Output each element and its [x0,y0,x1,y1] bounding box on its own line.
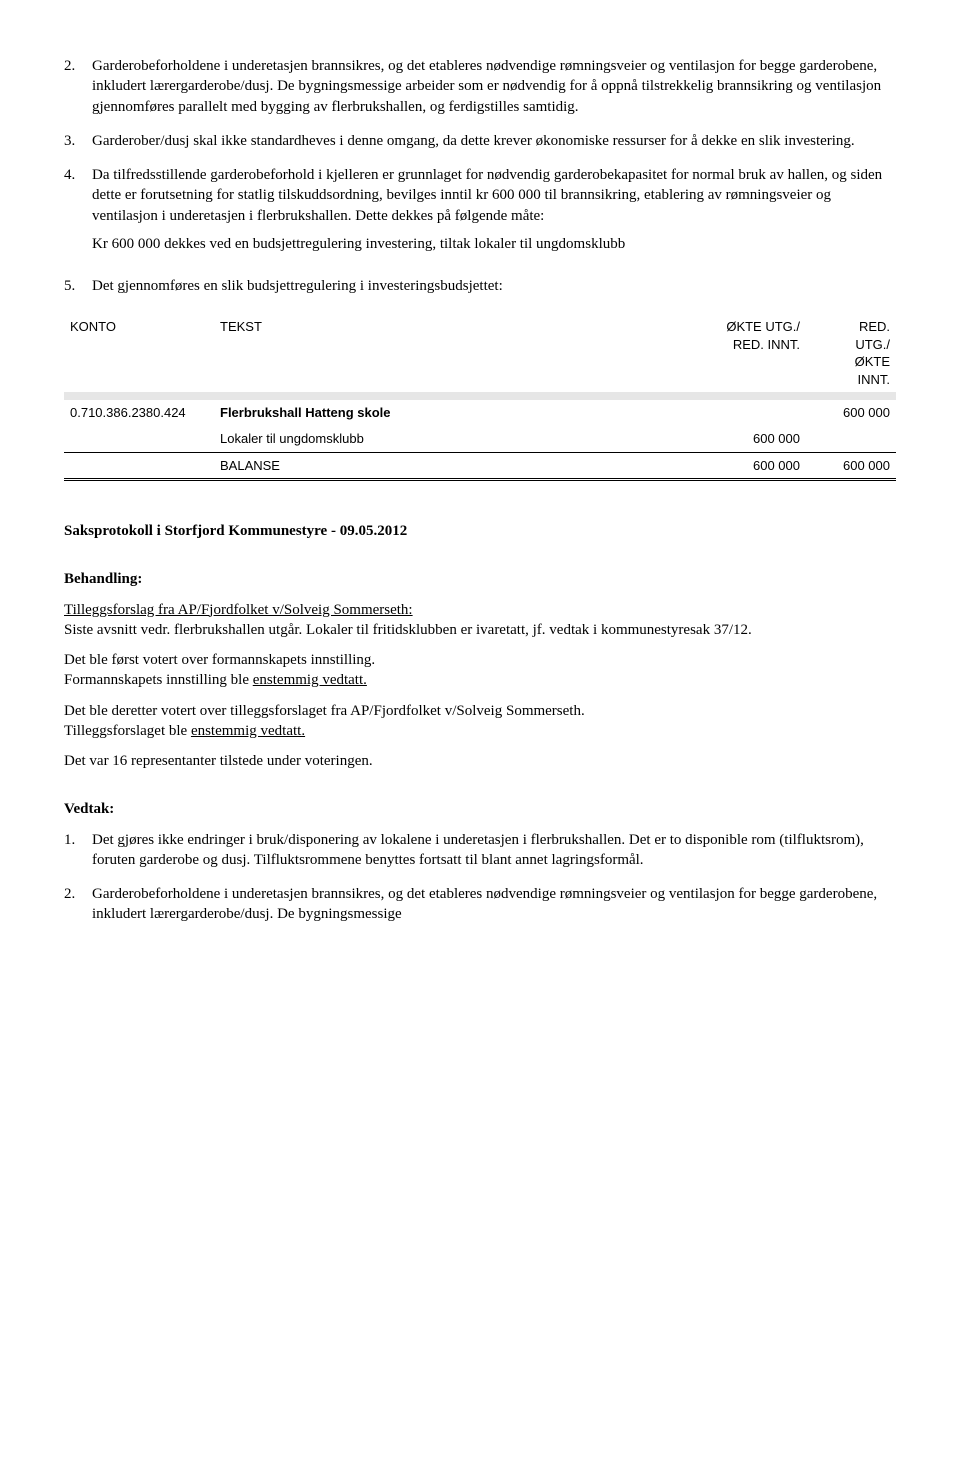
behandling-p2a: Det ble først votert over formannskapets… [64,652,375,668]
cell-konto: 0.710.386.2380.424 [64,400,214,426]
col-red-header: RED. UTG./ ØKTE INNT. [806,314,896,392]
table-spacer-row [64,392,896,400]
cell-c4: 600 000 [806,452,896,480]
col-tekst-header: TEKST [214,314,696,392]
behandling-p3b-pre: Tilleggsforslaget ble [64,723,191,739]
item-text: Garderobeforholdene i underetasjen brann… [92,884,896,925]
item-number: 4. [64,165,92,254]
cell-c4 [806,426,896,452]
behandling-p1-underline: Tilleggsforslag fra AP/Fjordfolket v/Sol… [64,602,413,618]
item-extra: Kr 600 000 dekkes ved en budsjettreguler… [92,234,896,254]
cell-konto [64,452,214,480]
vedtak-heading: Vedtak: [64,799,896,819]
col-konto-header: KONTO [64,314,214,392]
behandling-p1: Tilleggsforslag fra AP/Fjordfolket v/Sol… [64,600,896,641]
item-number: 3. [64,131,92,151]
item-number: 5. [64,276,92,296]
item-text: Det gjennomføres en slik budsjettreguler… [92,276,896,296]
cell-tekst: Lokaler til ungdomsklubb [214,426,696,452]
cell-konto [64,426,214,452]
behandling-p2b-pre: Formannskapets innstilling ble [64,672,253,688]
item-text: Garderober/dusj skal ikke standardheves … [92,131,896,151]
table-row: 0.710.386.2380.424 Flerbrukshall Hatteng… [64,400,896,426]
item-text-main: Da tilfredsstillende garderobeforhold i … [92,167,882,224]
behandling-p4: Det var 16 representanter tilstede under… [64,751,896,771]
behandling-heading: Behandling: [64,569,896,589]
list-item: 2. Garderobeforholdene i underetasjen br… [64,884,896,925]
table-balance-row: BALANSE 600 000 600 000 [64,452,896,480]
budget-table: KONTO TEKST ØKTE UTG./ RED. INNT. RED. U… [64,314,896,481]
item-number: 2. [64,56,92,117]
item-text: Da tilfredsstillende garderobeforhold i … [92,165,896,254]
cell-c3: 600 000 [696,452,806,480]
behandling-p3b-underline: enstemmig vedtatt. [191,723,305,739]
protokoll-heading: Saksprotokoll i Storfjord Kommunestyre -… [64,521,896,541]
cell-tekst: Flerbrukshall Hatteng skole [214,400,696,426]
resolution-list-1b: 5. Det gjennomføres en slik budsjettregu… [64,276,896,296]
cell-c3: 600 000 [696,426,806,452]
list-item: 2. Garderobeforholdene i underetasjen br… [64,56,896,117]
resolution-list-1: 2. Garderobeforholdene i underetasjen br… [64,56,896,254]
list-item: 5. Det gjennomføres en slik budsjettregu… [64,276,896,296]
behandling-p3a: Det ble deretter votert over tilleggsfor… [64,703,585,719]
cell-tekst: BALANSE [214,452,696,480]
item-text: Det gjøres ikke endringer i bruk/dispone… [92,830,896,871]
behandling-p2: Det ble først votert over formannskapets… [64,650,896,691]
item-number: 2. [64,884,92,925]
behandling-p1-rest: Siste avsnitt vedr. flerbrukshallen utgå… [64,622,752,638]
cell-c4: 600 000 [806,400,896,426]
behandling-p2b-underline: enstemmig vedtatt. [253,672,367,688]
table-header-row: KONTO TEKST ØKTE UTG./ RED. INNT. RED. U… [64,314,896,392]
item-number: 1. [64,830,92,871]
col-okte-header: ØKTE UTG./ RED. INNT. [696,314,806,392]
list-item: 3. Garderober/dusj skal ikke standardhev… [64,131,896,151]
cell-c3 [696,400,806,426]
item-text: Garderobeforholdene i underetasjen brann… [92,56,896,117]
behandling-p3: Det ble deretter votert over tilleggsfor… [64,701,896,742]
list-item: 4. Da tilfredsstillende garderobeforhold… [64,165,896,254]
vedtak-list: 1. Det gjøres ikke endringer i bruk/disp… [64,830,896,925]
table-row: Lokaler til ungdomsklubb 600 000 [64,426,896,452]
list-item: 1. Det gjøres ikke endringer i bruk/disp… [64,830,896,871]
